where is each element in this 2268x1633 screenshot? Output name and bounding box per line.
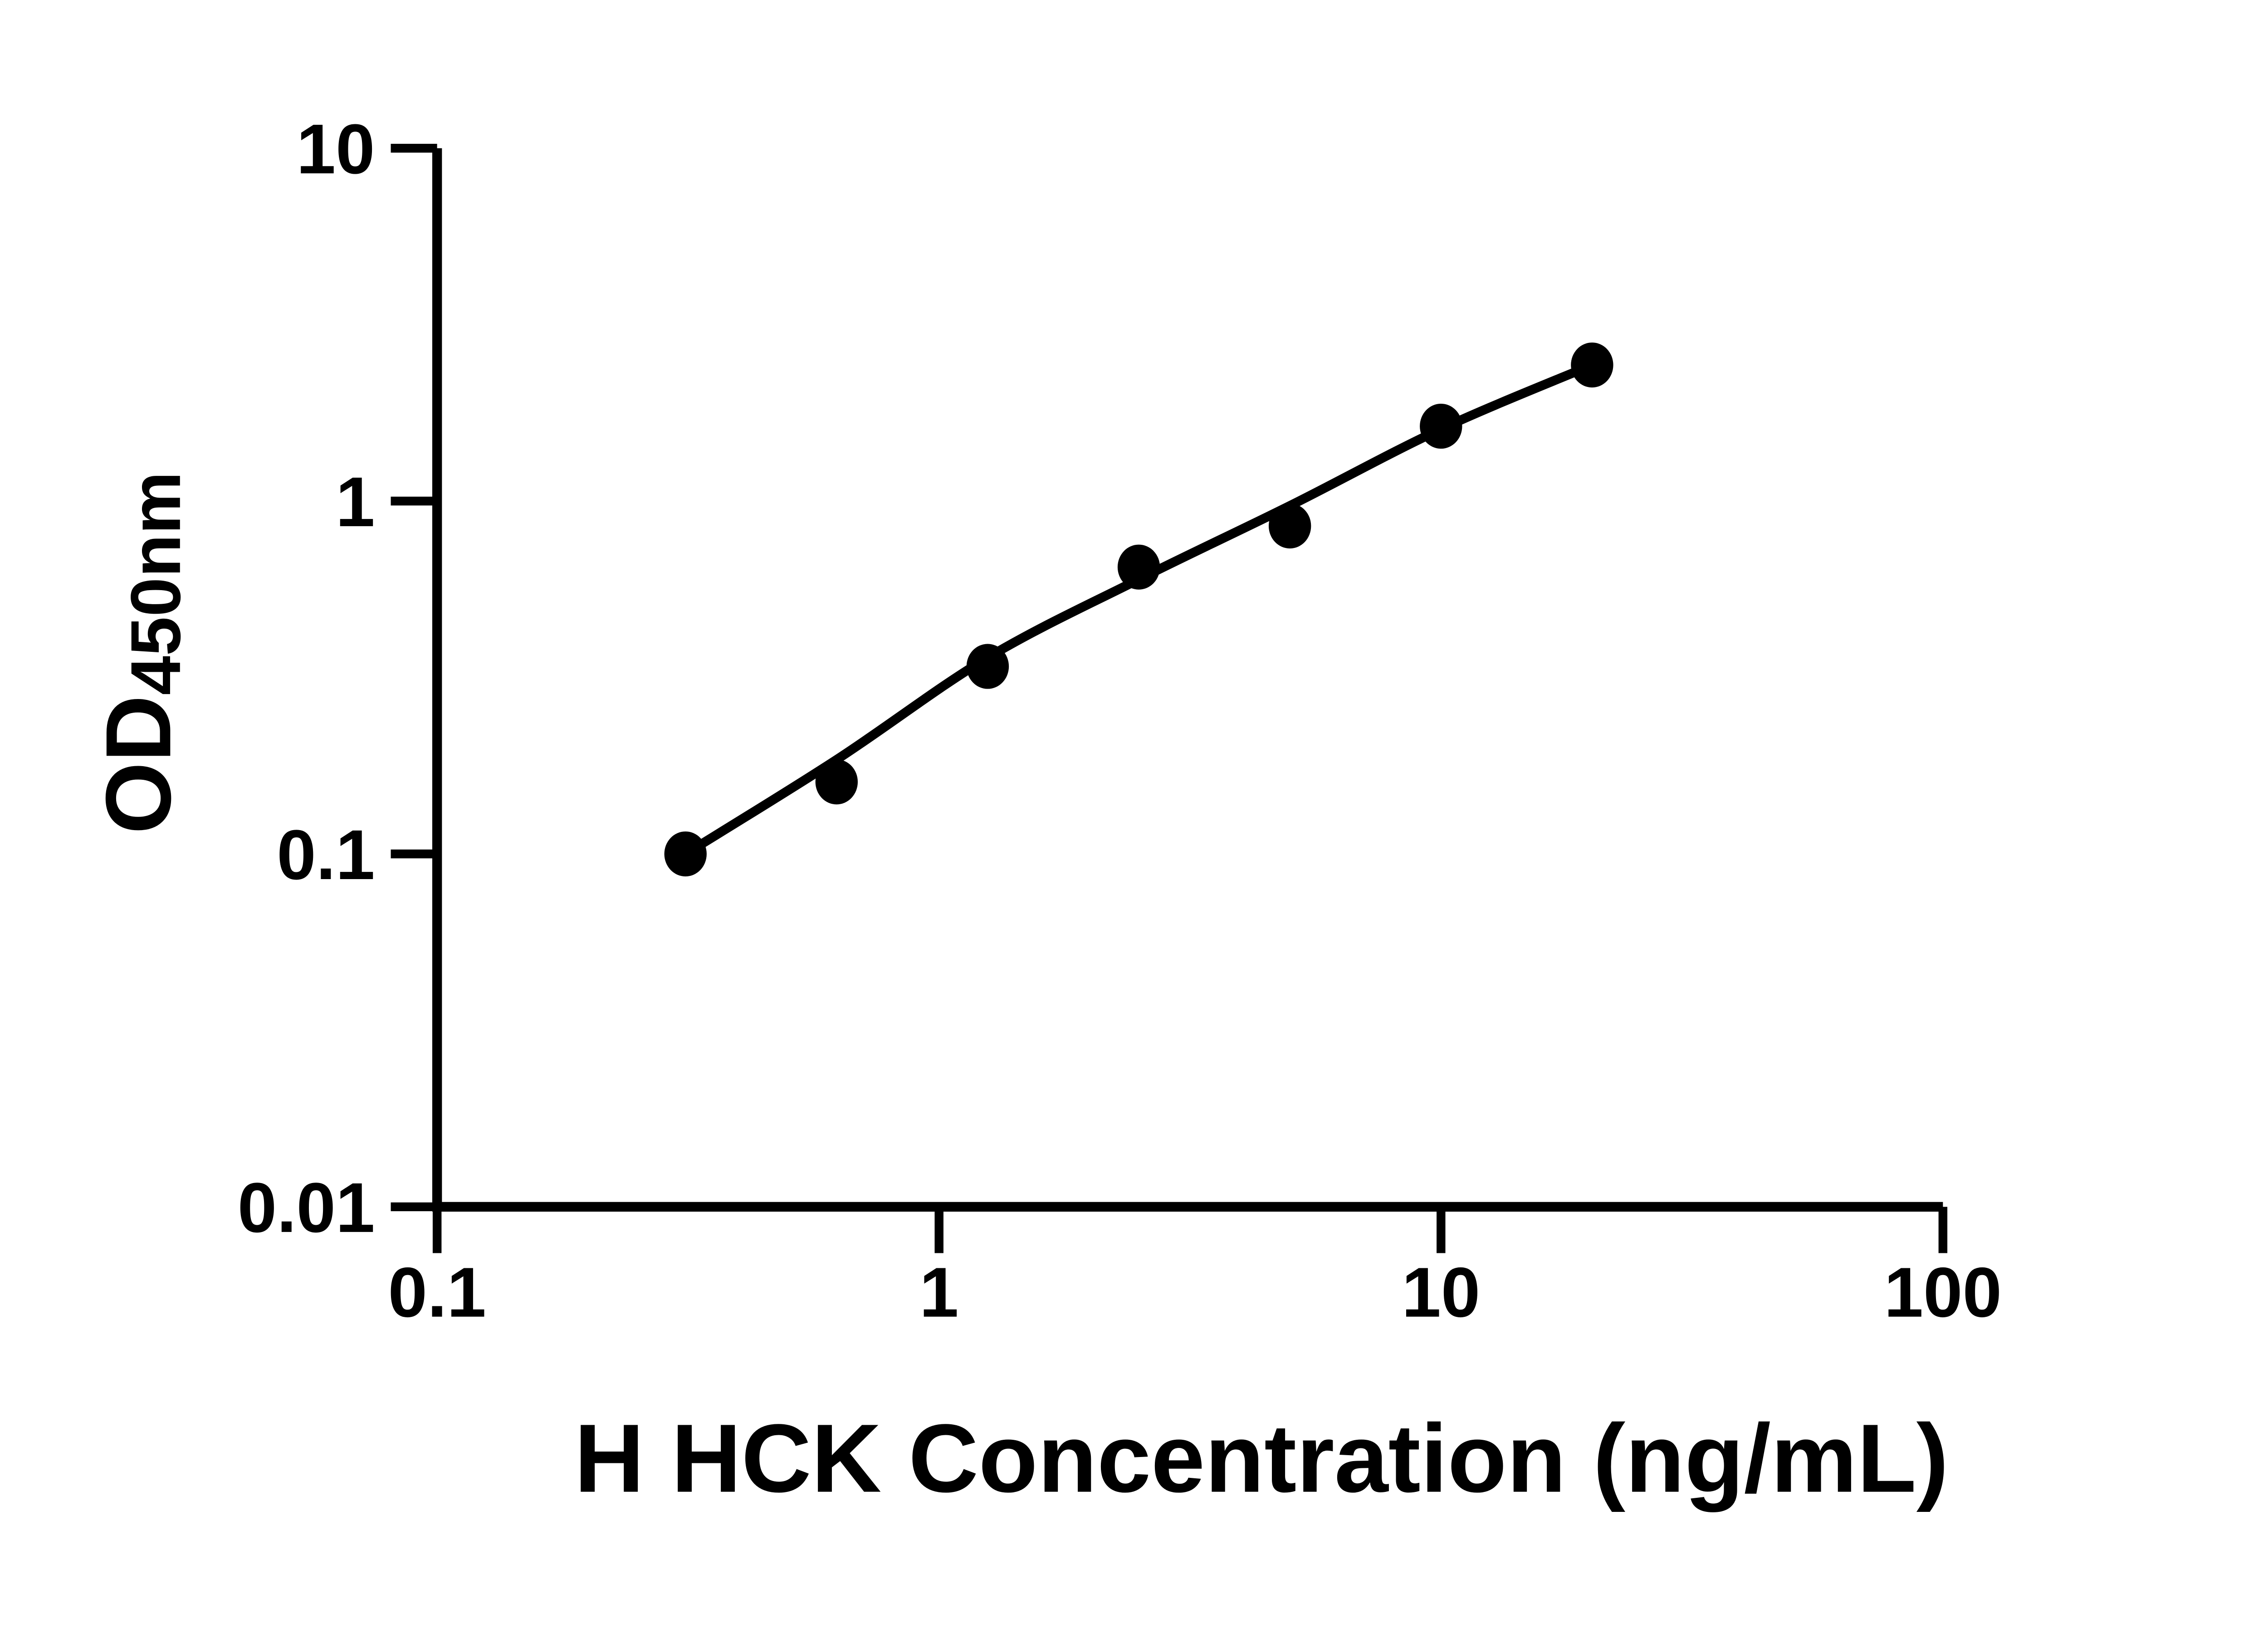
y-tick-label: 1 — [336, 462, 375, 541]
data-point — [815, 759, 858, 805]
x-tick-label: 100 — [1884, 1253, 2002, 1332]
data-point — [1117, 544, 1160, 590]
x-axis-title: H HCK Concentration (ng/mL) — [574, 1404, 1949, 1513]
elisa-standard-curve-figure: 0.01 0.1 1 10 0.1 1 10 100 H HCK Concentration … — [87, 109, 2002, 1513]
data-point — [1268, 503, 1311, 549]
x-tick-label: 10 — [1402, 1253, 1480, 1332]
data-point — [1571, 342, 1613, 388]
data-points-group — [664, 342, 1613, 877]
axis-spine — [432, 148, 1943, 1212]
y-axis-title-subscript: 450nm — [116, 472, 195, 695]
y-tick-label: 10 — [296, 109, 375, 188]
y-tick-label: 0.01 — [238, 1168, 375, 1247]
y-axis-title-main: OD — [87, 695, 190, 834]
data-point — [664, 831, 707, 877]
y-tick-label: 0.1 — [277, 815, 375, 894]
data-point — [966, 644, 1009, 689]
data-point — [1420, 403, 1462, 449]
y-axis-title: OD450nm — [87, 472, 195, 834]
x-tick-label: 0.1 — [388, 1253, 486, 1332]
x-tick-label: 1 — [919, 1253, 959, 1332]
